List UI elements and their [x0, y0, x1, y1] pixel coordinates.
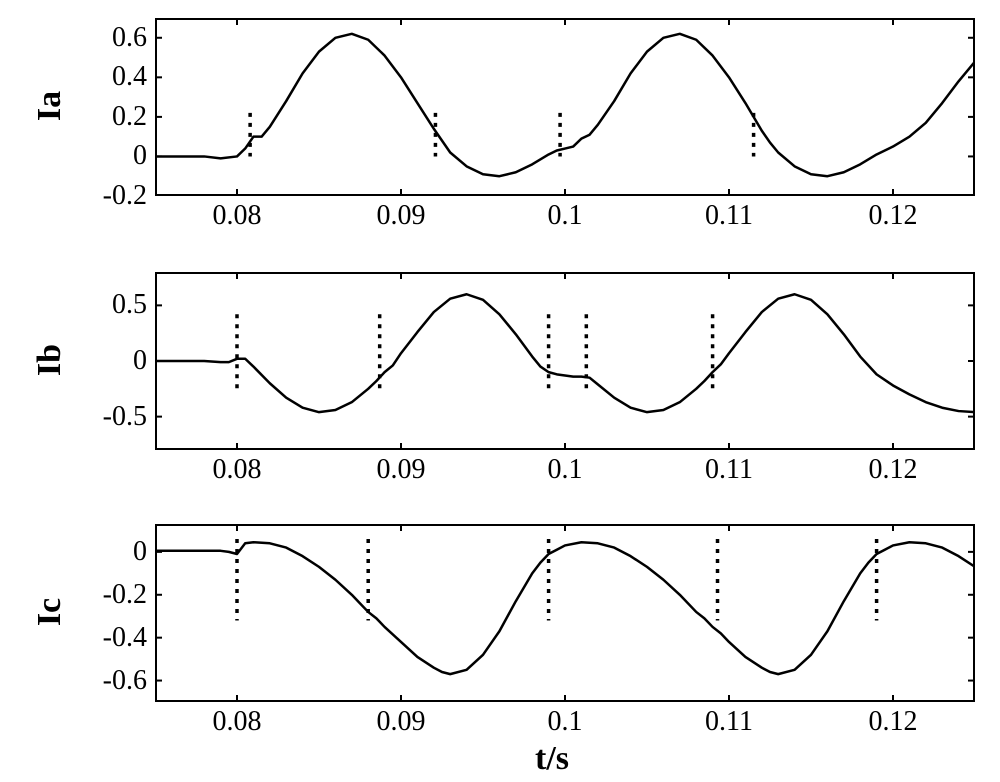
- xtick-label-Ib-1: 0.09: [371, 454, 431, 486]
- ytick-label-Ia-1: 0: [133, 140, 147, 172]
- series-line-Ib: [155, 294, 975, 412]
- ytick-label-Ia-3: 0.4: [112, 61, 147, 93]
- xtick-label-Ib-2: 0.1: [535, 454, 595, 486]
- ytick-label-Ic-0: -0.6: [103, 665, 147, 697]
- ylabel-Ia: Ia: [31, 76, 69, 136]
- ytick-label-Ib-0: -0.5: [103, 401, 147, 433]
- xtick-label-Ic-1: 0.09: [371, 706, 431, 738]
- xtick-label-Ib-4: 0.12: [863, 454, 923, 486]
- series-line-Ia: [155, 34, 975, 176]
- ylabel-Ic: Ic: [31, 582, 69, 642]
- xlabel: t/s: [535, 740, 569, 778]
- ytick-label-Ic-1: -0.4: [103, 622, 147, 654]
- xtick-label-Ia-1: 0.09: [371, 200, 431, 232]
- ylabel-Ib: Ib: [31, 330, 69, 390]
- xtick-label-Ia-2: 0.1: [535, 200, 595, 232]
- xtick-label-Ib-0: 0.08: [207, 454, 267, 486]
- ytick-label-Ic-2: -0.2: [103, 579, 147, 611]
- xtick-label-Ia-3: 0.11: [699, 200, 759, 232]
- xtick-label-Ia-4: 0.12: [863, 200, 923, 232]
- xtick-label-Ic-0: 0.08: [207, 706, 267, 738]
- ytick-label-Ia-4: 0.6: [112, 22, 147, 54]
- plot-svg-Ic: [155, 524, 975, 702]
- xtick-label-Ia-0: 0.08: [207, 200, 267, 232]
- plot-svg-Ib: [155, 272, 975, 450]
- xtick-label-Ib-3: 0.11: [699, 454, 759, 486]
- xtick-label-Ic-3: 0.11: [699, 706, 759, 738]
- ytick-label-Ia-0: -0.2: [103, 180, 147, 212]
- xtick-label-Ic-4: 0.12: [863, 706, 923, 738]
- ytick-label-Ib-2: 0.5: [112, 289, 147, 321]
- series-line-Ic: [155, 542, 975, 674]
- xtick-label-Ic-2: 0.1: [535, 706, 595, 738]
- ytick-label-Ia-2: 0.2: [112, 101, 147, 133]
- figure-container: -0.2 0 0.2 0.4 0.6 0.08 0.09 0.1 0.11 0.12 Ia -0.5 0…: [0, 0, 1000, 782]
- ytick-label-Ic-3: 0: [133, 536, 147, 568]
- plot-svg-Ia: [155, 18, 975, 196]
- ytick-label-Ib-1: 0: [133, 345, 147, 377]
